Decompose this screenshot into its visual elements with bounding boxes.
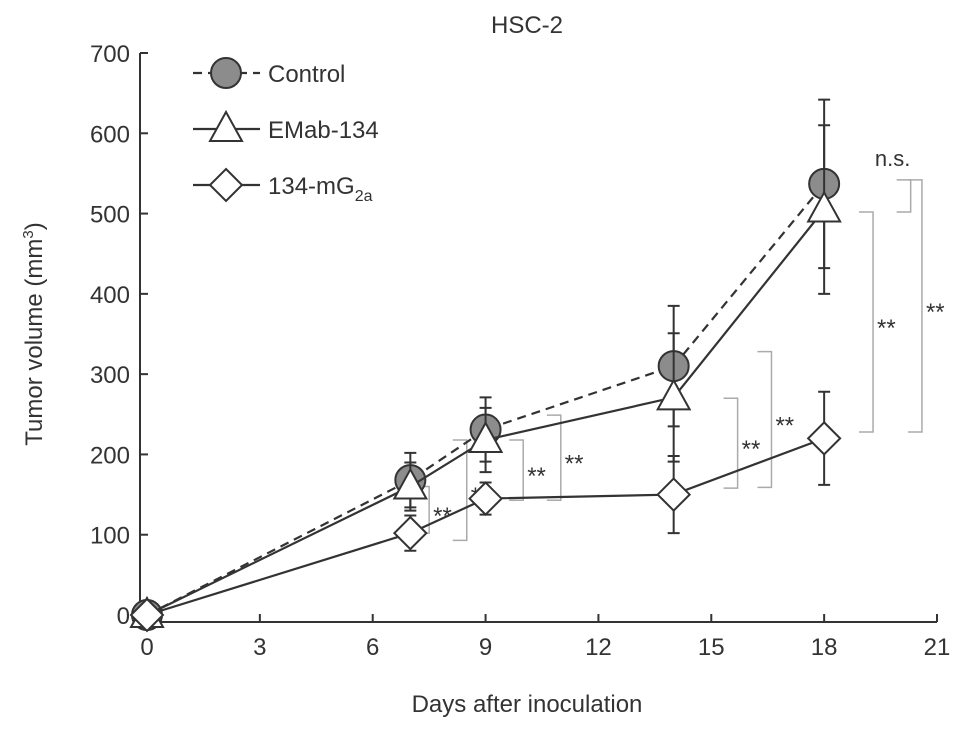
significance-label: ** [926,299,945,326]
significance-label: ** [877,315,896,342]
x-tick-label: 9 [479,634,492,661]
x-tick-label: 3 [253,634,266,661]
legend-marker-circle [210,57,242,89]
data-point-triangle [806,190,842,223]
y-axis-label: Tumor volume (mm3) [20,222,48,445]
x-tick-label: 0 [140,634,153,661]
legend-label: 134-mG2a [268,173,373,205]
axes: 0 100 200 300 400 500 600 700 0 3 6 9 12 15 18 21 [90,41,950,661]
significance-label: n.s. [875,146,910,171]
y-tick-label: 600 [90,121,130,148]
data-point-diamond [392,515,428,551]
x-tick-label: 6 [366,634,379,661]
significance-bracket [896,179,912,213]
y-tick-label: 200 [90,442,130,469]
x-tick-label: 18 [811,634,838,661]
x-tick-label: 15 [698,634,725,661]
y-tick-label: 500 [90,202,130,229]
data-point-diamond [656,477,692,512]
data-point-diamond [468,481,503,517]
significance-label: ** [742,436,761,463]
data-point-triangle [655,378,692,411]
legend-label-text: 134-mG [268,173,355,200]
significance-bracket [757,350,773,489]
data-point-triangle [467,420,504,453]
y-tick-label: 300 [90,362,130,389]
significance-label: ** [433,503,452,530]
y-axis-label-sup: 3 [20,230,37,238]
significance-bracket [546,414,562,501]
series-circle [131,98,841,631]
significance-bracket [907,179,923,433]
significance-label: ** [527,463,546,490]
y-axis-label-end: ) [21,222,48,230]
significance-label: ** [565,451,584,478]
series-triangle [129,124,842,628]
legend-label-text: EMab-134 [268,117,379,144]
significance-bracket [859,211,874,433]
legend-marker-diamond [208,167,244,203]
y-tick-label: 700 [90,41,130,68]
x-tick-label: 12 [585,634,612,661]
series-diamond [129,390,842,633]
chart-title: HSC-2 [491,12,563,39]
significance-bracket [509,439,524,501]
y-tick-label: 100 [90,523,130,550]
data-point-diamond [806,420,842,456]
x-tick-label: 21 [924,634,951,661]
significance-label: ** [775,413,794,440]
legend-marker-triangle [208,109,244,142]
significance-bracket [723,397,739,489]
legend-label-subscript: 2a [355,188,373,205]
series-line [146,183,825,616]
legend: Control EMab-134 134-mG2a [193,57,379,205]
x-axis-label: Days after inoculation [412,691,643,718]
data-point-diamond [129,597,165,633]
y-tick-label: 400 [90,282,130,309]
significance-brackets: **************n.s.** [415,146,945,542]
legend-label: Control [268,61,345,88]
series [129,98,842,633]
legend-label-text: Control [268,61,345,88]
data-point-triangle [392,467,429,500]
significance-bracket [452,439,468,542]
y-tick-label: 0 [117,603,130,630]
legend-label: EMab-134 [268,117,379,144]
